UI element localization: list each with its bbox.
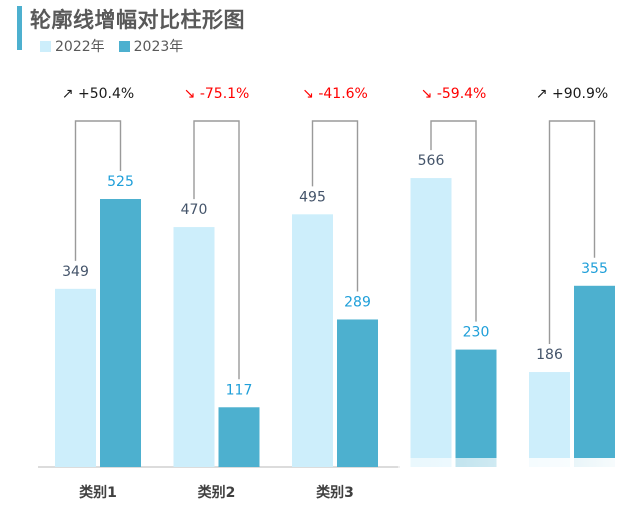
data-label-2022: 186 (536, 347, 563, 363)
change-label: ↗ +90.9% (536, 86, 608, 102)
category-label: 类别2 (198, 484, 236, 501)
data-label-2023: 525 (107, 174, 134, 190)
change-label: ↘ -75.1% (184, 86, 250, 102)
change-label: ↘ -41.6% (302, 86, 368, 102)
bar-2022 (410, 178, 452, 467)
data-label-2022: 495 (299, 189, 326, 205)
category-label: 类别3 (316, 484, 354, 501)
bar-2022 (173, 227, 215, 467)
data-label-2022: 470 (181, 202, 208, 218)
legend-label-2022: 2022年 (55, 39, 105, 55)
chart-title: 轮廓线增幅对比柱形图 (30, 8, 245, 32)
category-label: 类别1 (79, 484, 117, 501)
bar-2023 (100, 199, 141, 467)
change-bracket (74, 120, 122, 261)
bar-2022 (292, 214, 333, 467)
title-accent-bar (17, 6, 22, 50)
legend: 2022年 2023年 (40, 36, 197, 56)
fade-overlay (398, 458, 640, 508)
bar-2022 (529, 372, 570, 467)
data-label-2023: 289 (344, 294, 371, 310)
legend-item-2022: 2022年 (40, 36, 105, 56)
bar-2022 (55, 288, 96, 467)
change-bracket (548, 120, 596, 345)
change-label: ↗ +50.4% (62, 86, 134, 102)
change-label: ↘ -59.4% (421, 86, 487, 102)
data-label-2022: 566 (418, 153, 445, 169)
bar-2023 (574, 285, 615, 467)
change-bracket (430, 120, 477, 322)
change-bracket (311, 120, 359, 292)
legend-swatch-2022 (40, 40, 51, 52)
bar-2023 (218, 407, 260, 467)
data-label-2023: 117 (226, 382, 253, 398)
change-bracket (193, 120, 240, 380)
data-label-2023: 355 (581, 261, 608, 277)
legend-item-2023: 2023年 (118, 36, 184, 56)
legend-label-2023: 2023年 (133, 39, 184, 55)
legend-swatch-2023 (118, 40, 130, 52)
data-label-2022: 349 (62, 264, 89, 280)
bar-2023 (337, 319, 378, 467)
bar-2023 (455, 349, 497, 467)
data-label-2023: 230 (463, 325, 490, 341)
